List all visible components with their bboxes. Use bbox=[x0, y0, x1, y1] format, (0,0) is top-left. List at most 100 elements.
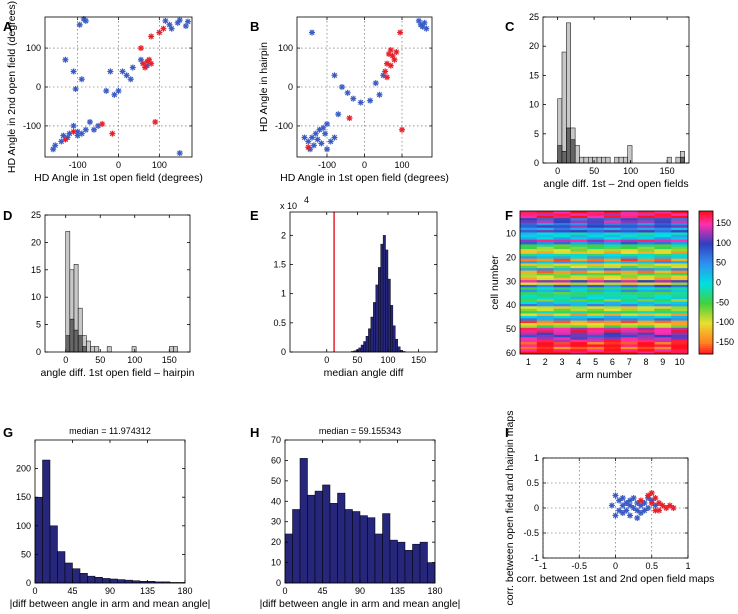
colorbar-segment bbox=[699, 280, 713, 283]
heatmap-cell bbox=[520, 211, 538, 214]
histogram-bar bbox=[69, 318, 75, 353]
heatmap-cell bbox=[604, 320, 622, 324]
heatmap-cell bbox=[604, 351, 622, 355]
axis-scale-label: x 10 bbox=[280, 201, 297, 211]
heatmap-cell bbox=[536, 253, 554, 257]
heatmap-cell bbox=[604, 213, 622, 217]
heatmap-cell bbox=[553, 311, 571, 314]
y-tick-label: 40 bbox=[506, 300, 516, 310]
y-tick-label: 60 bbox=[271, 455, 281, 465]
heatmap-cell bbox=[604, 275, 622, 279]
y-tick-label: 0 bbox=[288, 82, 293, 92]
heatmap-cell bbox=[620, 294, 638, 298]
y-tick-label: 30 bbox=[271, 517, 281, 527]
scatter-point bbox=[637, 510, 644, 516]
heatmap-cell bbox=[536, 244, 554, 248]
heatmap-cell bbox=[620, 227, 638, 231]
heatmap-cell bbox=[671, 258, 689, 262]
heatmap-cell bbox=[637, 275, 655, 279]
heatmap-cell bbox=[620, 311, 638, 314]
star-stroke bbox=[616, 497, 622, 504]
heatmap-cell bbox=[570, 230, 588, 233]
heatmap-cell bbox=[604, 301, 622, 305]
heatmap-cell bbox=[604, 251, 622, 255]
heatmap-cell bbox=[536, 277, 554, 281]
heatmap-cell bbox=[654, 318, 672, 321]
heatmap-cell bbox=[553, 303, 571, 307]
chart-title: median = 11.974312 bbox=[69, 426, 151, 436]
axis-scale-exponent: 4 bbox=[304, 195, 309, 205]
heatmap-cell bbox=[520, 287, 538, 290]
histogram-bar bbox=[675, 156, 681, 164]
heatmap-cell bbox=[570, 220, 588, 224]
x-tick-label: 0 bbox=[613, 561, 618, 571]
panel-label-D: D bbox=[3, 208, 12, 223]
heatmap-cell bbox=[604, 261, 622, 264]
scatter-point bbox=[630, 495, 637, 501]
star-stroke bbox=[328, 138, 334, 145]
scatter-point bbox=[616, 497, 623, 504]
heatmap-cell bbox=[671, 330, 689, 333]
star-stroke bbox=[109, 131, 115, 137]
histogram-bar bbox=[359, 515, 368, 584]
star-stroke bbox=[77, 22, 83, 28]
colorbar-segment bbox=[699, 310, 713, 313]
scatter-point bbox=[76, 21, 83, 28]
panel-C: 0 50 100 150 0 5 10 15 20 25 angle diff. 1st – 2nd… bbox=[529, 12, 690, 190]
heatmap-cell bbox=[587, 215, 605, 219]
scatter-point bbox=[78, 76, 85, 83]
heatmap-cell bbox=[520, 237, 538, 240]
heatmap-cell bbox=[553, 299, 571, 302]
scatter-point bbox=[666, 502, 673, 509]
heatmap-cell bbox=[637, 246, 655, 250]
star-stroke bbox=[339, 84, 345, 90]
heatmap-cell bbox=[637, 332, 655, 336]
heatmap-cell bbox=[520, 339, 538, 343]
star-stroke bbox=[115, 88, 122, 94]
histogram-bar bbox=[358, 347, 362, 353]
heatmap-cell bbox=[604, 225, 622, 228]
heatmap-cell bbox=[553, 294, 571, 298]
heatmap-cell bbox=[587, 258, 605, 262]
star-stroke bbox=[107, 68, 113, 75]
heatmap-cell bbox=[536, 218, 554, 221]
heatmap-cell bbox=[604, 220, 622, 224]
star-stroke bbox=[350, 96, 356, 102]
histogram-bar bbox=[623, 156, 628, 164]
star-stroke bbox=[652, 495, 658, 501]
heatmap-cell bbox=[553, 344, 571, 348]
heatmap-cell bbox=[553, 239, 571, 243]
histogram-bar bbox=[382, 235, 386, 353]
colorbar-tick-label: -100 bbox=[716, 317, 734, 327]
histogram-bar bbox=[65, 231, 71, 353]
scatter-point bbox=[62, 136, 69, 143]
scatter-point bbox=[72, 85, 79, 92]
heatmap-cell bbox=[620, 299, 638, 302]
heatmap-cell bbox=[604, 222, 622, 226]
histogram-bar bbox=[427, 562, 436, 584]
star-stroke bbox=[390, 53, 396, 59]
heatmap-cell bbox=[671, 277, 689, 281]
heatmap-cell bbox=[553, 280, 571, 283]
heatmap-cell bbox=[570, 263, 588, 267]
heatmap-cell bbox=[553, 237, 571, 240]
heatmap-cell bbox=[620, 325, 638, 329]
heatmap-cell bbox=[520, 332, 538, 336]
star-stroke bbox=[166, 22, 173, 28]
y-tick-label: 0 bbox=[281, 347, 286, 357]
heatmap-cell bbox=[570, 330, 588, 333]
histogram-bar bbox=[374, 533, 383, 584]
heatmap-cell bbox=[604, 215, 622, 219]
x-tick-label: 100 bbox=[623, 166, 638, 176]
heatmap-cell bbox=[520, 325, 538, 329]
heatmap-cell bbox=[570, 313, 588, 317]
heatmap-cell bbox=[570, 282, 588, 286]
star-stroke bbox=[382, 68, 388, 75]
heatmap-cell bbox=[654, 222, 672, 226]
histogram-bar bbox=[412, 543, 421, 584]
histogram-bar bbox=[307, 494, 316, 584]
star-stroke bbox=[146, 57, 152, 63]
colorbar-segment bbox=[699, 296, 713, 299]
heatmap-cell bbox=[536, 308, 554, 312]
heatmap-cell bbox=[620, 239, 638, 243]
